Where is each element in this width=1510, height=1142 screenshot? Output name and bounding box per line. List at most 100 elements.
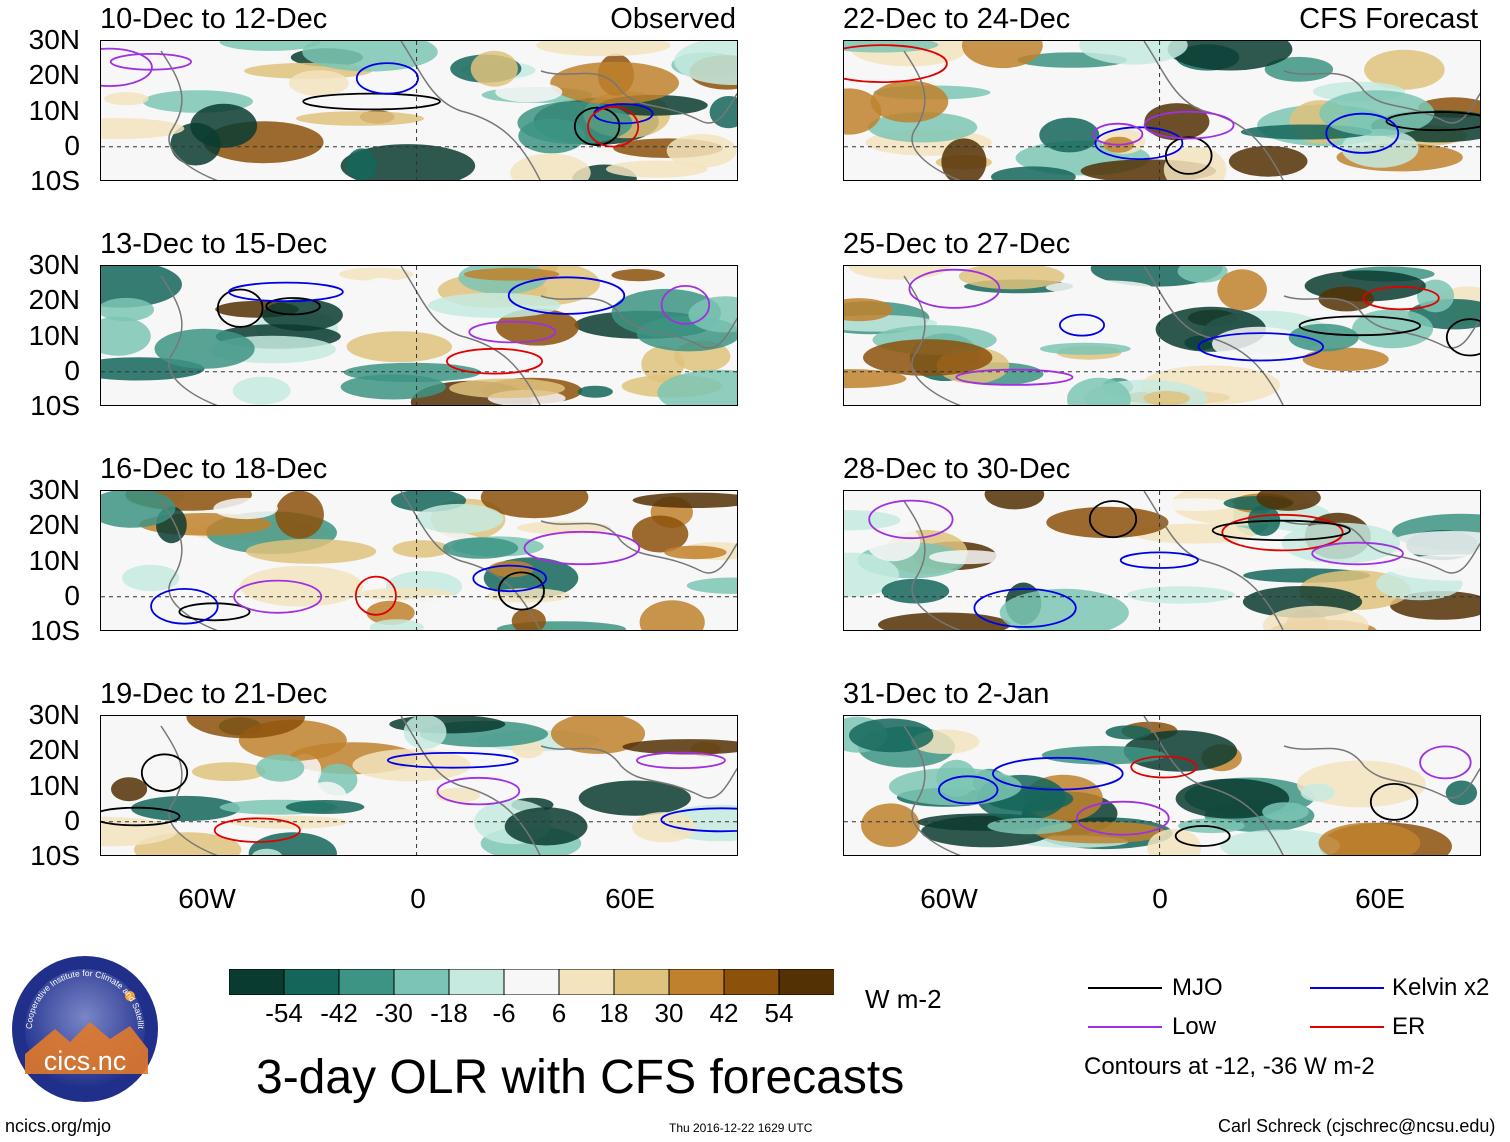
olr-anomaly-blob xyxy=(296,111,424,126)
wave-contour xyxy=(468,320,557,344)
olr-anomaly-blob xyxy=(256,754,305,782)
olr-anomaly-blob xyxy=(101,297,154,322)
olr-anomaly-blob xyxy=(1154,498,1235,511)
olr-anomaly-blob xyxy=(346,148,377,180)
panel-title-6: 25-Dec to 27-Dec xyxy=(843,228,1071,260)
map-panel xyxy=(100,265,738,406)
olr-anomaly-blob xyxy=(1300,783,1335,802)
coastline xyxy=(160,716,737,855)
olr-anomaly-blob xyxy=(428,292,561,318)
legend-label-low: Low xyxy=(1172,1013,1217,1040)
olr-anomaly-blob xyxy=(639,600,705,630)
olr-anomaly-blob xyxy=(632,492,737,508)
olr-anomaly-blob xyxy=(366,600,415,625)
wave-contour xyxy=(1119,551,1199,569)
olr-anomaly-blob xyxy=(1123,730,1238,772)
olr-anomaly-blob xyxy=(861,803,920,847)
wave-contour xyxy=(660,285,711,325)
panel-title-7: 28-Dec to 30-Dec xyxy=(843,453,1071,485)
olr-anomaly-blob xyxy=(870,80,949,123)
olr-anomaly-blob xyxy=(340,374,446,400)
footer-url[interactable]: ncics.org/mjo xyxy=(5,1116,112,1136)
map-panel xyxy=(100,490,738,631)
colorbar-swatch xyxy=(778,968,835,996)
olr-anomaly-blob xyxy=(1175,778,1290,819)
wave-contour xyxy=(178,602,251,622)
olr-anomaly-blob xyxy=(339,267,414,281)
observed-heading: Observed xyxy=(610,3,736,35)
olr-anomaly-blob xyxy=(219,41,321,51)
olr-anomaly-blob xyxy=(1045,280,1152,295)
olr-anomaly-blob xyxy=(941,138,987,180)
olr-anomaly-blob xyxy=(442,537,519,559)
wave-contour xyxy=(1130,755,1198,779)
olr-anomaly-blob xyxy=(470,50,518,87)
wave-contour xyxy=(1058,313,1105,337)
olr-anomaly-blob xyxy=(611,269,665,282)
olr-anomaly-blob xyxy=(1341,128,1419,168)
wave-contour xyxy=(1362,285,1440,311)
olr-anomaly-blob xyxy=(1445,780,1478,806)
olr-anomaly-blob xyxy=(240,565,364,607)
olr-anomaly-blob xyxy=(1388,531,1480,557)
wave-contour xyxy=(355,62,419,95)
olr-anomaly-blob xyxy=(518,118,586,154)
olr-anomaly-blob xyxy=(863,339,993,376)
olr-anomaly-blob xyxy=(1167,41,1293,71)
olr-anomaly-blob xyxy=(355,277,408,316)
lon-label: 0 xyxy=(1152,883,1168,914)
olr-anomaly-blob xyxy=(213,497,278,520)
olr-anomaly-blob xyxy=(191,266,308,281)
olr-anomaly-blob xyxy=(369,619,424,630)
coastline xyxy=(160,491,737,630)
coastline xyxy=(903,716,1480,855)
olr-anomaly-blob xyxy=(346,331,452,363)
olr-anomaly-blob xyxy=(192,762,266,782)
lat-label: 10S xyxy=(30,840,80,871)
olr-anomaly-blob xyxy=(686,577,737,594)
olr-anomaly-blob xyxy=(122,564,180,592)
wave-contour xyxy=(507,276,626,315)
lat-label: 20N xyxy=(28,509,80,540)
olr-anomaly-blob xyxy=(1387,554,1480,581)
olr-anomaly-blob xyxy=(1318,822,1421,855)
panel-title-3: 16-Dec to 18-Dec xyxy=(100,453,328,485)
colorbar-swatch xyxy=(613,968,670,996)
olr-anomaly-blob xyxy=(289,70,349,96)
colorbar-tick-label: 42 xyxy=(709,998,739,1028)
olr-anomaly-blob xyxy=(186,716,305,739)
colorbar-tick-label: 30 xyxy=(654,998,684,1028)
olr-anomaly-blob xyxy=(463,268,560,281)
coastline xyxy=(160,41,737,180)
wave-contour xyxy=(1298,315,1421,337)
olr-anomaly-blob xyxy=(577,385,613,398)
legend-label-mjo: MJO xyxy=(1172,974,1223,1001)
legend-line-er xyxy=(1310,1026,1384,1028)
olr-anomaly-blob xyxy=(131,795,240,822)
wave-contour xyxy=(386,751,519,769)
colorbar-tick-label: -30 xyxy=(375,998,413,1028)
wave-contour xyxy=(1369,783,1419,821)
olr-anomaly-blob xyxy=(510,153,591,180)
wave-contour xyxy=(233,579,323,614)
wave-contour xyxy=(523,530,641,566)
lon-label: 60E xyxy=(1355,883,1405,914)
colorbar-tick-label: -6 xyxy=(492,998,516,1028)
wave-contour xyxy=(573,106,621,147)
wave-contour xyxy=(1311,541,1404,566)
olr-anomaly-blob xyxy=(1079,41,1188,65)
olr-anomaly-blob xyxy=(1302,347,1389,371)
lat-label: 0 xyxy=(64,805,80,836)
lat-label: 10N xyxy=(28,545,80,576)
olr-anomaly-blob xyxy=(958,266,1065,290)
wave-contour xyxy=(1143,110,1235,140)
colorbar-swatch xyxy=(668,968,725,996)
olr-anomaly-blob xyxy=(101,118,185,140)
panel-title-2: 13-Dec to 15-Dec xyxy=(100,228,328,260)
lat-label: 10N xyxy=(28,320,80,351)
olr-anomaly-blob xyxy=(275,491,324,539)
coastline xyxy=(903,41,1480,180)
colorbar-tick-label: 6 xyxy=(551,998,567,1028)
lat-label: 20N xyxy=(28,59,80,90)
colorbar-tick-label: -54 xyxy=(265,998,303,1028)
